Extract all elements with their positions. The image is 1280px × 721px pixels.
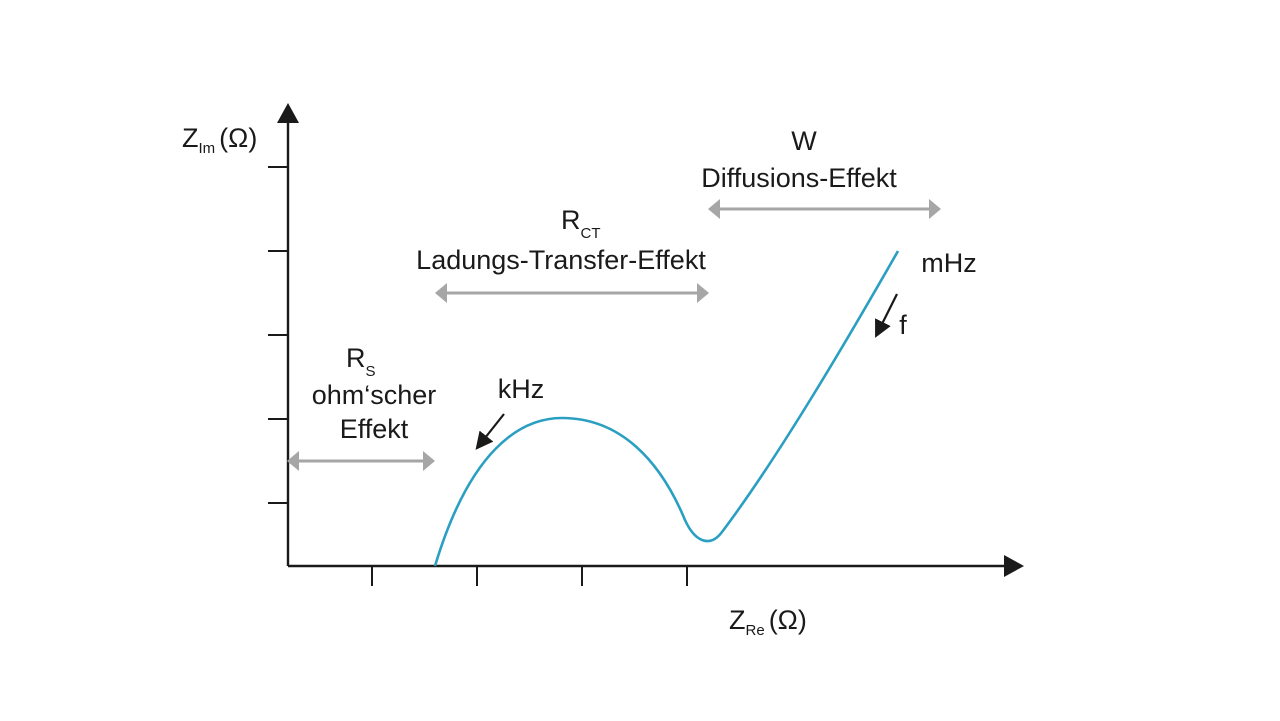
rct-range-arrow: [435, 283, 709, 303]
mhz-label: mHz: [921, 248, 977, 278]
khz-arrow: [475, 413, 505, 450]
f-direction-arrow: [875, 293, 898, 338]
rs-label-line2: Effekt: [340, 414, 409, 444]
rs-label-line1: ohm‘scher: [312, 380, 437, 410]
y-axis: [268, 103, 299, 566]
impedance-curve: [433, 250, 900, 567]
w-symbol: W: [791, 126, 817, 156]
rct-label: Ladungs-Transfer-Effekt: [416, 245, 706, 275]
rs-symbol: RS: [346, 343, 376, 380]
x-axis-arrowhead: [1004, 555, 1024, 577]
khz-label: kHz: [498, 374, 545, 404]
x-axis: [288, 555, 1024, 586]
y-axis-label: ZIm (Ω): [182, 123, 257, 157]
w-range-arrow: [708, 199, 941, 219]
rct-symbol: RCT: [561, 205, 601, 242]
y-axis-arrowhead: [277, 103, 299, 123]
w-label: Diffusions-Effekt: [701, 163, 897, 193]
rs-range-arrow: [287, 451, 435, 471]
x-axis-label: ZRe (Ω): [729, 605, 807, 639]
f-label: f: [899, 310, 907, 340]
